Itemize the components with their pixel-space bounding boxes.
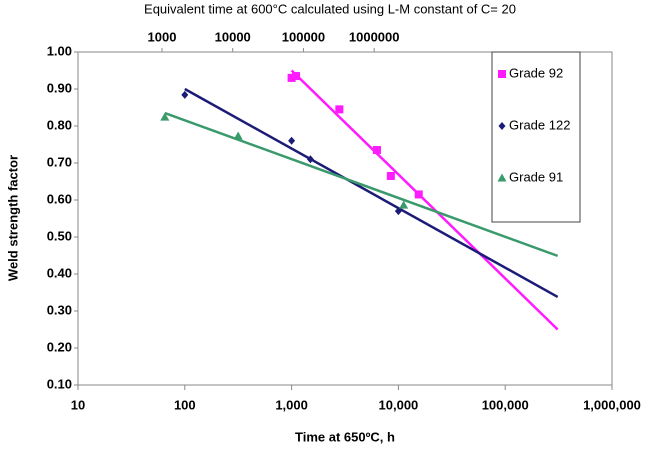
trend-line: [164, 111, 559, 258]
chart-title: Equivalent time at 600°C calculated usin…: [144, 1, 516, 16]
diamond-marker: [306, 155, 314, 164]
x-tick-label: 1,000: [275, 397, 308, 412]
trend-line: [184, 87, 559, 299]
y-tick-label: 0.60: [47, 191, 72, 206]
diamond-marker: [498, 122, 506, 130]
square-marker: [414, 190, 423, 199]
triangle-marker: [399, 200, 409, 209]
x-tick-label: 100,000: [482, 397, 529, 412]
square-marker: [292, 72, 301, 81]
y-axis-title: Weld strength factor: [5, 155, 20, 281]
diamond-marker: [394, 207, 402, 216]
square-marker: [335, 105, 344, 114]
x2-tick-label: 1000000: [349, 29, 400, 44]
x-tick-label: 1,000,000: [583, 397, 641, 412]
x-tick-label: 100: [174, 397, 196, 412]
y-tick-label: 0.90: [47, 80, 72, 95]
y-tick-label: 0.50: [47, 228, 72, 243]
y-tick-label: 0.80: [47, 117, 72, 132]
x2-tick-label: 100000: [282, 29, 325, 44]
y-tick-label: 0.30: [47, 302, 72, 317]
legend-label: Grade 91: [509, 169, 563, 184]
y-tick-label: 1.00: [47, 43, 72, 58]
triangle-marker: [497, 173, 507, 182]
y-tick-label: 0.70: [47, 154, 72, 169]
triangle-marker: [233, 131, 243, 140]
square-marker: [498, 70, 506, 78]
diamond-marker: [181, 90, 189, 99]
legend-label: Grade 92: [509, 65, 563, 80]
diamond-marker: [288, 136, 296, 145]
x2-tick-label: 1000: [148, 29, 177, 44]
legend-label: Grade 122: [509, 117, 570, 132]
square-marker: [287, 73, 296, 82]
x-axis-title: Time at 650ºC, h: [295, 429, 395, 444]
square-marker: [386, 171, 395, 180]
legend-box: [491, 51, 581, 223]
trend-line: [290, 69, 559, 331]
x2-tick-label: 10000: [215, 29, 251, 44]
y-tick-label: 0.20: [47, 339, 72, 354]
triangle-marker: [160, 112, 170, 121]
y-tick-label: 0.10: [47, 376, 72, 391]
y-tick-label: 0.40: [47, 265, 72, 280]
square-marker: [372, 146, 381, 155]
plot-area: [77, 51, 613, 386]
x-tick-label: 10: [71, 397, 85, 412]
x-tick-label: 10,000: [379, 397, 419, 412]
